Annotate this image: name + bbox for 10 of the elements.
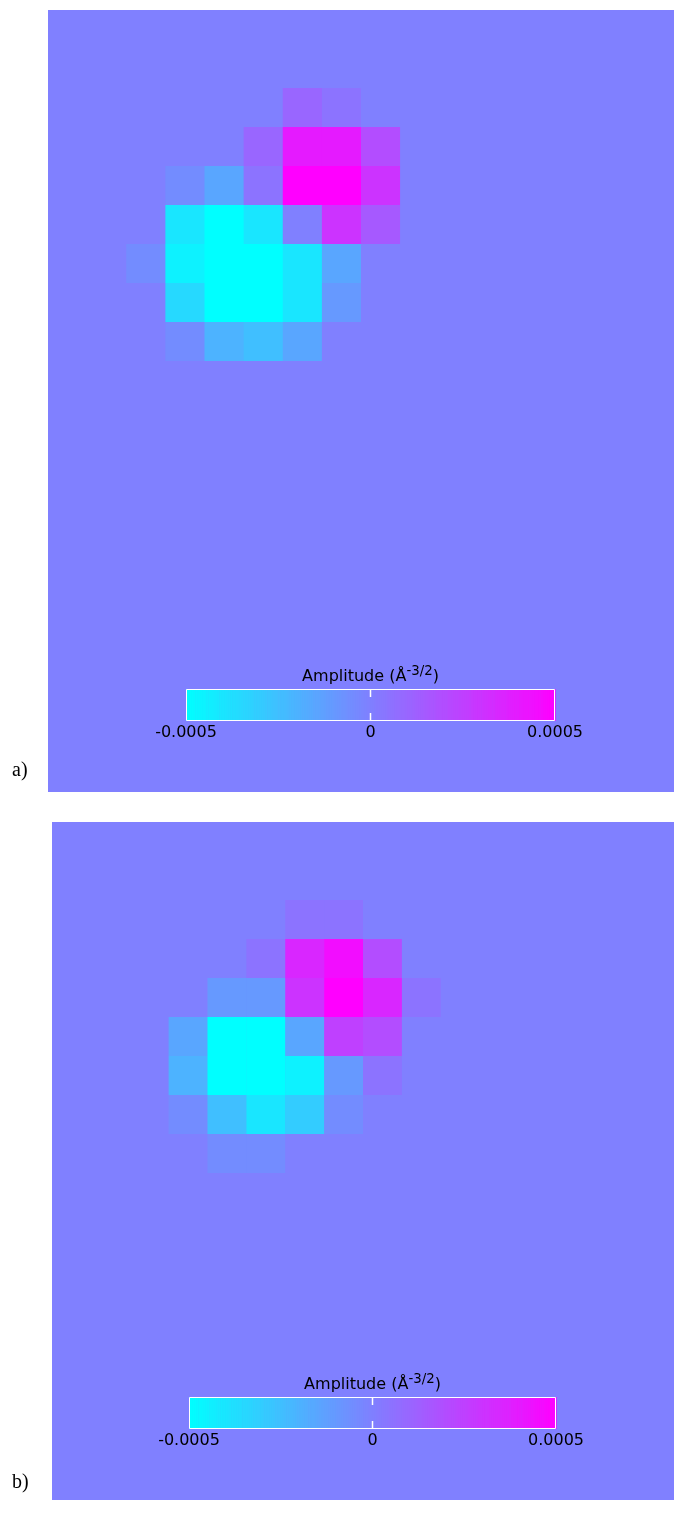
color-bar-label: 0.0005: [528, 1430, 584, 1450]
color-bar-label: -0.0005: [155, 722, 217, 742]
text: a): [12, 758, 28, 781]
color-bar-label: 0: [367, 1430, 378, 1450]
color-bar-label: -0.0005: [158, 1430, 220, 1450]
text: b): [12, 1470, 29, 1493]
color-bar-title: Amplitude (Å$^{-3/2}$): [304, 1371, 441, 1394]
color-bar-label: 0: [365, 722, 376, 742]
color-bar-title: Amplitude (Å$^{-3/2}$): [302, 663, 439, 686]
color-bar-label: 0.0005: [527, 722, 583, 742]
